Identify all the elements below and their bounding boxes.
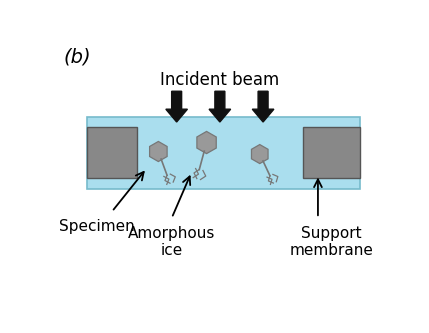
Polygon shape	[150, 142, 167, 162]
Text: Support
membrane: Support membrane	[289, 226, 373, 258]
Bar	[87, 127, 137, 178]
Text: Incident beam: Incident beam	[160, 71, 279, 89]
Text: (b): (b)	[63, 48, 91, 67]
Bar	[87, 117, 360, 189]
FancyArrow shape	[166, 91, 187, 122]
FancyArrow shape	[209, 91, 231, 122]
Polygon shape	[197, 132, 216, 154]
Text: Amorphous
ice: Amorphous ice	[128, 226, 215, 258]
FancyArrow shape	[252, 91, 274, 122]
Text: Specimen: Specimen	[59, 219, 135, 234]
Polygon shape	[251, 145, 268, 164]
Bar	[303, 127, 360, 178]
